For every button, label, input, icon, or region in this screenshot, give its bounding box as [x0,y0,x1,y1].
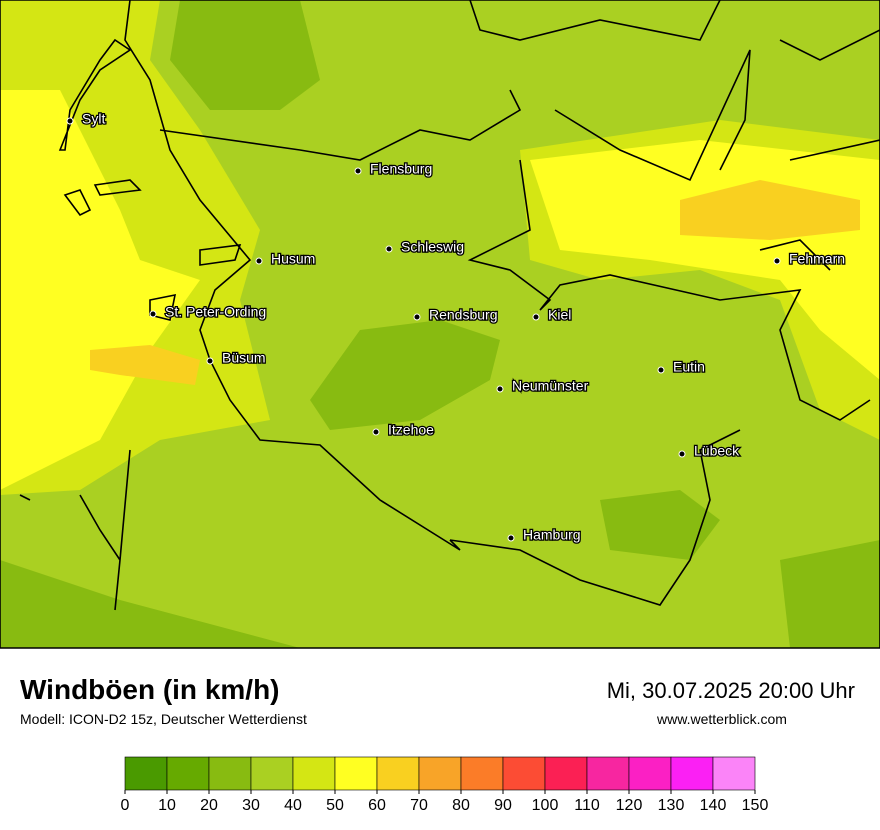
legend-tick-label: 90 [494,797,512,814]
city-labels: Sylt Flensburg Schleswig Husum St. Peter… [66,109,846,544]
legend-swatch [208,756,252,791]
model: Modell: ICON-D2 15z, Deutscher Wetterdie… [20,711,307,727]
city: Sylt [66,109,107,128]
legend-swatch [544,756,588,791]
city-name: Eutin [673,359,705,375]
city-name: Fehmarn [789,251,845,267]
city: Fehmarn [773,249,846,268]
legend-tick-label: 120 [616,797,643,814]
city: Rendsburg [413,305,499,324]
city-name: Büsum [222,350,266,366]
city: Schleswig [385,237,465,256]
city: Itzehoe [372,420,435,439]
title: Windböen (in km/h) [20,674,280,705]
city-name: Itzehoe [388,422,434,438]
legend-swatch [628,756,672,791]
city-name: Lübeck [694,443,740,459]
legend-swatch [376,756,420,791]
legend-tick-label: 100 [532,797,559,814]
city: Lübeck [678,441,741,460]
legend-swatch [586,756,630,791]
city-name: Rendsburg [429,307,498,323]
website: www.wetterblick.com [656,711,787,727]
map [0,0,880,649]
legend-tick-label: 30 [242,797,260,814]
city-name: Sylt [82,111,105,127]
city: Hamburg [507,525,582,544]
legend-tick-label: 50 [326,797,344,814]
legend-swatch [670,756,714,791]
legend-tick-label: 10 [158,797,176,814]
legend-swatch [250,756,294,791]
legend-tick-label: 0 [121,797,130,814]
legend-tick-label: 70 [410,797,428,814]
legend-tick-label: 110 [574,797,600,814]
legend-tick-label: 150 [742,797,769,814]
city-name: Flensburg [370,161,432,177]
datetime: Mi, 30.07.2025 20:00 Uhr [607,678,855,703]
legend-tick-label: 140 [700,797,727,814]
city: Kiel [532,305,573,324]
legend-tick-label: 130 [658,797,685,814]
legend-swatch [334,756,378,791]
legend-swatch [124,756,168,791]
city-name: St. Peter-Ording [165,304,266,320]
legend-tick-label: 40 [284,797,302,814]
legend: 0 10 20 30 40 50 60 70 80 90 100 110 120 130 140 150 [121,756,769,814]
city: Husum [255,249,317,268]
city: Eutin [657,357,706,376]
city-name: Neumünster [512,378,589,394]
city-name: Schleswig [401,239,464,255]
city: Flensburg [354,159,434,178]
legend-tick-label: 20 [200,797,218,814]
legend-swatch [712,756,756,791]
legend-swatch [460,756,504,791]
legend-swatch [292,756,336,791]
city-name: Hamburg [523,527,581,543]
city: Neumünster [496,376,590,395]
legend-tick-label: 80 [452,797,470,814]
legend-swatch [418,756,462,791]
legend-swatch [166,756,210,791]
legend-tick-label: 60 [368,797,386,814]
city-name: Kiel [548,307,571,323]
city: Büsum [206,348,267,367]
city-name: Husum [271,251,315,267]
city: St. Peter-Ording [149,302,267,321]
legend-swatch [502,756,546,791]
